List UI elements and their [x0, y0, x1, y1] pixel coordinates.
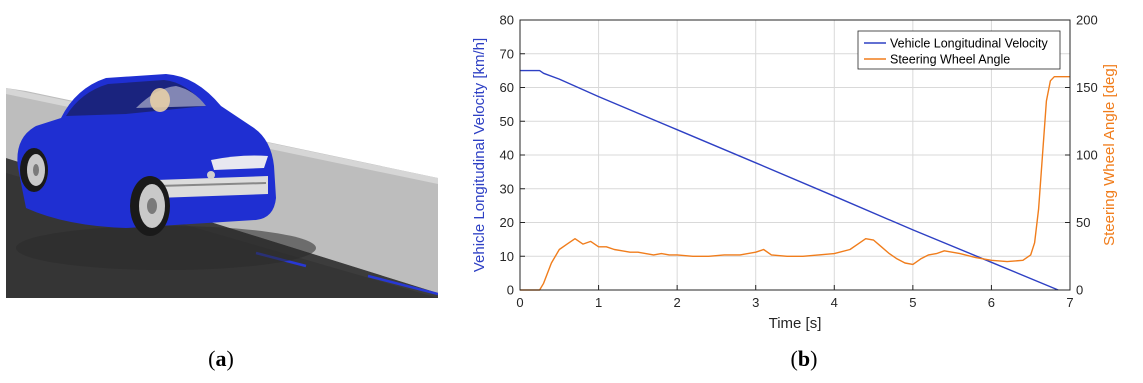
x-tick-label: 3: [752, 295, 759, 310]
y-left-tick-label: 70: [500, 46, 514, 61]
time-history-chart: 0 1 2 3 4 5 6 7 0 10 20 30 40 50 60 70 80 0 50 100 150 200 Ti…: [460, 0, 1143, 340]
legend-label-velocity: Vehicle Longitudinal Velocity: [890, 37, 1049, 51]
y-left-tick-label: 30: [500, 181, 514, 196]
x-axis-label: Time [s]: [769, 315, 822, 332]
series-line-velocity: [520, 69, 1059, 291]
front-wheel: [130, 176, 170, 236]
y-right-tick-label: 100: [1076, 148, 1098, 163]
y-axis-left-label: Vehicle Longitudinal Velocity [km/h]: [471, 38, 488, 272]
vehicle-scene: [6, 8, 439, 298]
caption-a: (a): [208, 346, 234, 371]
caption-b: (b): [790, 346, 818, 371]
y-right-tick-label: 150: [1076, 80, 1098, 95]
vehicle-simulation-image: [6, 8, 439, 298]
y-left-tick-label: 40: [500, 148, 514, 163]
y-left-tick-label: 50: [500, 114, 514, 129]
x-tick-label: 0: [516, 295, 523, 310]
headlight: [211, 155, 268, 170]
lane-marking: [367, 274, 439, 296]
y-right-tick-label: 200: [1076, 13, 1098, 28]
rear-wheel: [20, 148, 48, 192]
y-left-tick-label: 10: [500, 249, 514, 264]
x-tick-label: 6: [988, 295, 995, 310]
y-right-tick-label: 0: [1076, 283, 1083, 298]
driver-figure: [150, 88, 170, 112]
y-left-tick-label: 0: [507, 283, 514, 298]
car-logo: [207, 171, 215, 179]
x-tick-label: 5: [909, 295, 916, 310]
y-left-tick-label: 20: [500, 215, 514, 230]
series-layer: [520, 69, 1070, 291]
x-tick-label: 4: [831, 295, 838, 310]
y-left-tick-label: 80: [500, 13, 514, 28]
legend: Vehicle Longitudinal Velocity Steering W…: [857, 30, 1061, 70]
car-shadow: [16, 226, 316, 270]
legend-box: [857, 30, 1061, 70]
y-axis-right-label: Steering Wheel Angle [deg]: [1101, 64, 1118, 246]
legend-label-steering: Steering Wheel Angle: [890, 53, 1010, 67]
y-right-tick-label: 50: [1076, 215, 1090, 230]
front-grille: [156, 176, 268, 198]
x-tick-label: 2: [674, 295, 681, 310]
series-line-steering: [520, 75, 1070, 291]
y-left-tick-label: 60: [500, 80, 514, 95]
x-tick-label: 1: [595, 295, 602, 310]
x-tick-label: 7: [1066, 295, 1073, 310]
grille-line: [157, 182, 267, 187]
